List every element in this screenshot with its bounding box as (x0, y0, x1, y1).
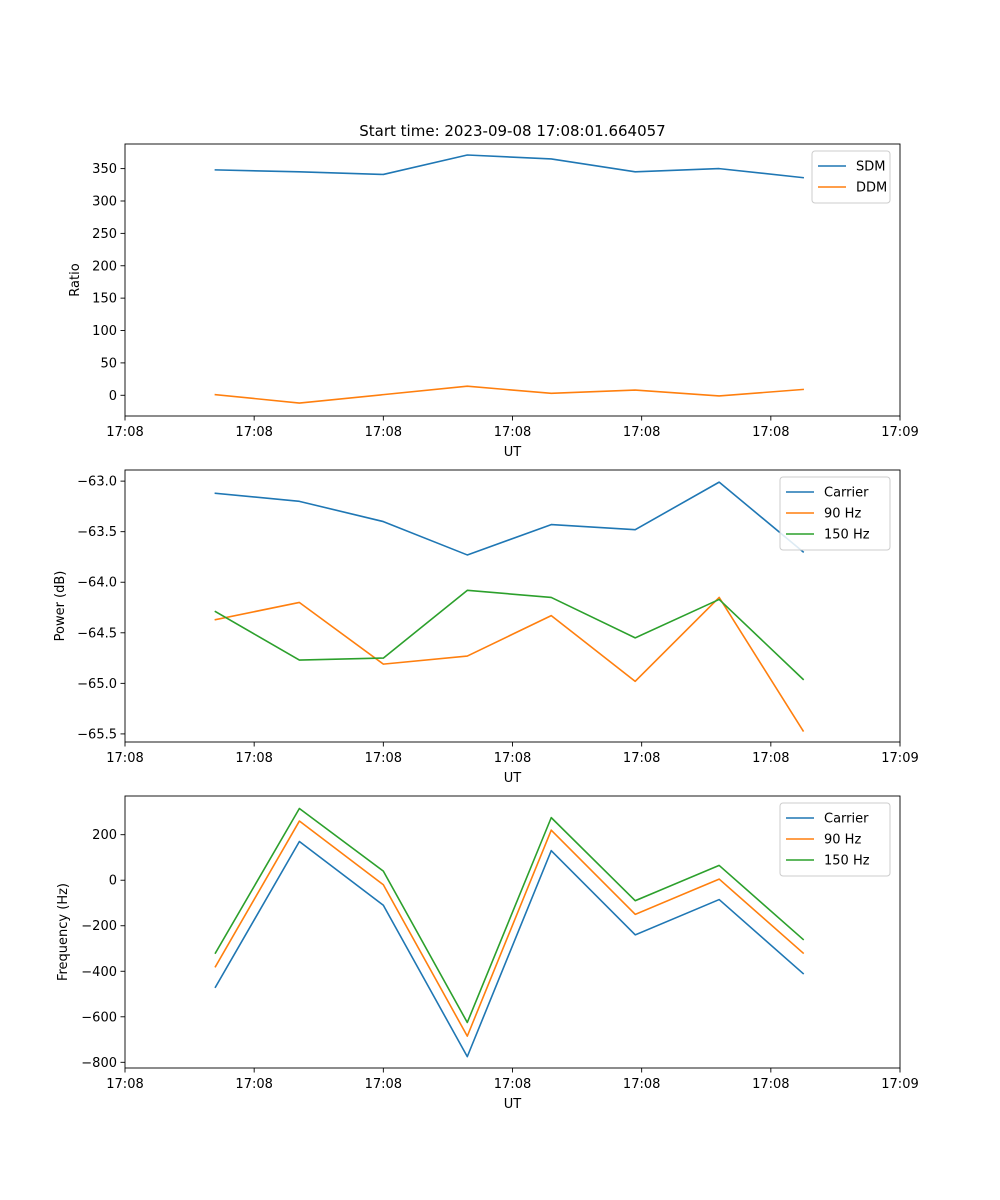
y-tick-label: 250 (92, 227, 117, 242)
x-tick-label: 17:08 (235, 425, 272, 440)
x-axis-label: UT (504, 1097, 522, 1112)
legend-label: SDM (856, 160, 885, 175)
x-tick-label: 17:08 (235, 751, 272, 766)
y-axis-label: Power (dB) (53, 571, 68, 642)
y-tick-label: −200 (81, 919, 117, 934)
y-tick-label: 350 (92, 162, 117, 177)
legend: Carrier 90 Hz 150 Hz (779, 802, 891, 877)
series-line-ddm (214, 385, 804, 404)
x-tick-label: 17:08 (494, 425, 531, 440)
chart-title: Start time: 2023-09-08 17:08:01.664057 (359, 122, 665, 140)
y-tick-label: 100 (92, 324, 117, 339)
y-tick-label: −64.0 (77, 576, 117, 591)
x-tick-label: 17:09 (881, 751, 918, 766)
y-tick-label: 0 (109, 389, 117, 404)
x-tick-label: 17:09 (881, 1077, 918, 1092)
series-line-90-hz (214, 820, 805, 1037)
y-tick-label: −65.0 (77, 677, 117, 692)
legend-box (811, 150, 891, 204)
legend: Carrier 90 Hz 150 Hz (779, 476, 891, 551)
legend: SDM DDM (811, 150, 891, 204)
series-line-carrier (214, 840, 805, 1058)
y-tick-label: −600 (81, 1010, 117, 1025)
chart-panel-2: 17:08 17:08 17:08 17:08 17:08 17:08 17:09 −65.5… (53, 469, 919, 786)
x-tick-label: 17:08 (106, 751, 143, 766)
y-axis-label: Frequency (Hz) (56, 883, 71, 981)
legend-box (779, 802, 891, 877)
legend-label: 90 Hz (824, 507, 861, 522)
x-tick-label: 17:08 (752, 751, 789, 766)
y-tick-label: 150 (92, 292, 117, 307)
y-tick-label: 0 (109, 874, 117, 889)
y-tick-label: 50 (100, 356, 117, 371)
legend-label: 150 Hz (824, 854, 870, 869)
x-tick-label: 17:08 (623, 1077, 660, 1092)
x-tick-label: 17:08 (623, 751, 660, 766)
y-tick-label: 200 (92, 828, 117, 843)
y-tick-label: −63.5 (77, 525, 117, 540)
chart-panel-3: 17:08 17:08 17:08 17:08 17:08 17:08 17:09 −800 −… (56, 795, 919, 1112)
y-tick-label: −63.0 (77, 475, 117, 490)
series-line-sdm (214, 154, 805, 179)
x-axis-label: UT (504, 445, 522, 460)
y-tick-label: −64.5 (77, 626, 117, 641)
x-tick-label: 17:08 (106, 1077, 143, 1092)
legend-label: Carrier (824, 486, 869, 501)
x-tick-label: 17:08 (365, 1077, 402, 1092)
y-tick-label: −800 (81, 1056, 117, 1071)
series-line-carrier (214, 481, 805, 556)
series-line-150-hz (214, 589, 805, 681)
x-tick-label: 17:08 (752, 425, 789, 440)
legend-label: DDM (856, 181, 887, 196)
x-tick-label: 17:08 (494, 751, 531, 766)
x-tick-label: 17:08 (494, 1077, 531, 1092)
x-axis-label: UT (504, 771, 522, 786)
legend-label: Carrier (824, 812, 869, 827)
y-tick-label: −65.5 (77, 727, 117, 742)
x-tick-label: 17:08 (365, 425, 402, 440)
y-axis-label: Ratio (68, 263, 83, 296)
x-tick-label: 17:08 (365, 751, 402, 766)
panels: 17:08 17:08 17:08 17:08 17:08 17:08 17:09 0 50 10… (53, 143, 919, 1112)
series-line-150-hz (214, 807, 805, 1024)
y-tick-label: −400 (81, 965, 117, 980)
x-tick-label: 17:08 (623, 425, 660, 440)
y-tick-label: 300 (92, 194, 117, 209)
chart-panel-1: 17:08 17:08 17:08 17:08 17:08 17:08 17:09 0 50 10… (68, 143, 919, 460)
legend-box (779, 476, 891, 551)
x-tick-label: 17:08 (106, 425, 143, 440)
y-tick-label: 200 (92, 259, 117, 274)
x-tick-label: 17:08 (235, 1077, 272, 1092)
series-line-90-hz (214, 596, 805, 732)
legend-label: 90 Hz (824, 833, 861, 848)
x-tick-label: 17:08 (752, 1077, 789, 1092)
x-tick-label: 17:09 (881, 425, 918, 440)
legend-label: 150 Hz (824, 528, 870, 543)
